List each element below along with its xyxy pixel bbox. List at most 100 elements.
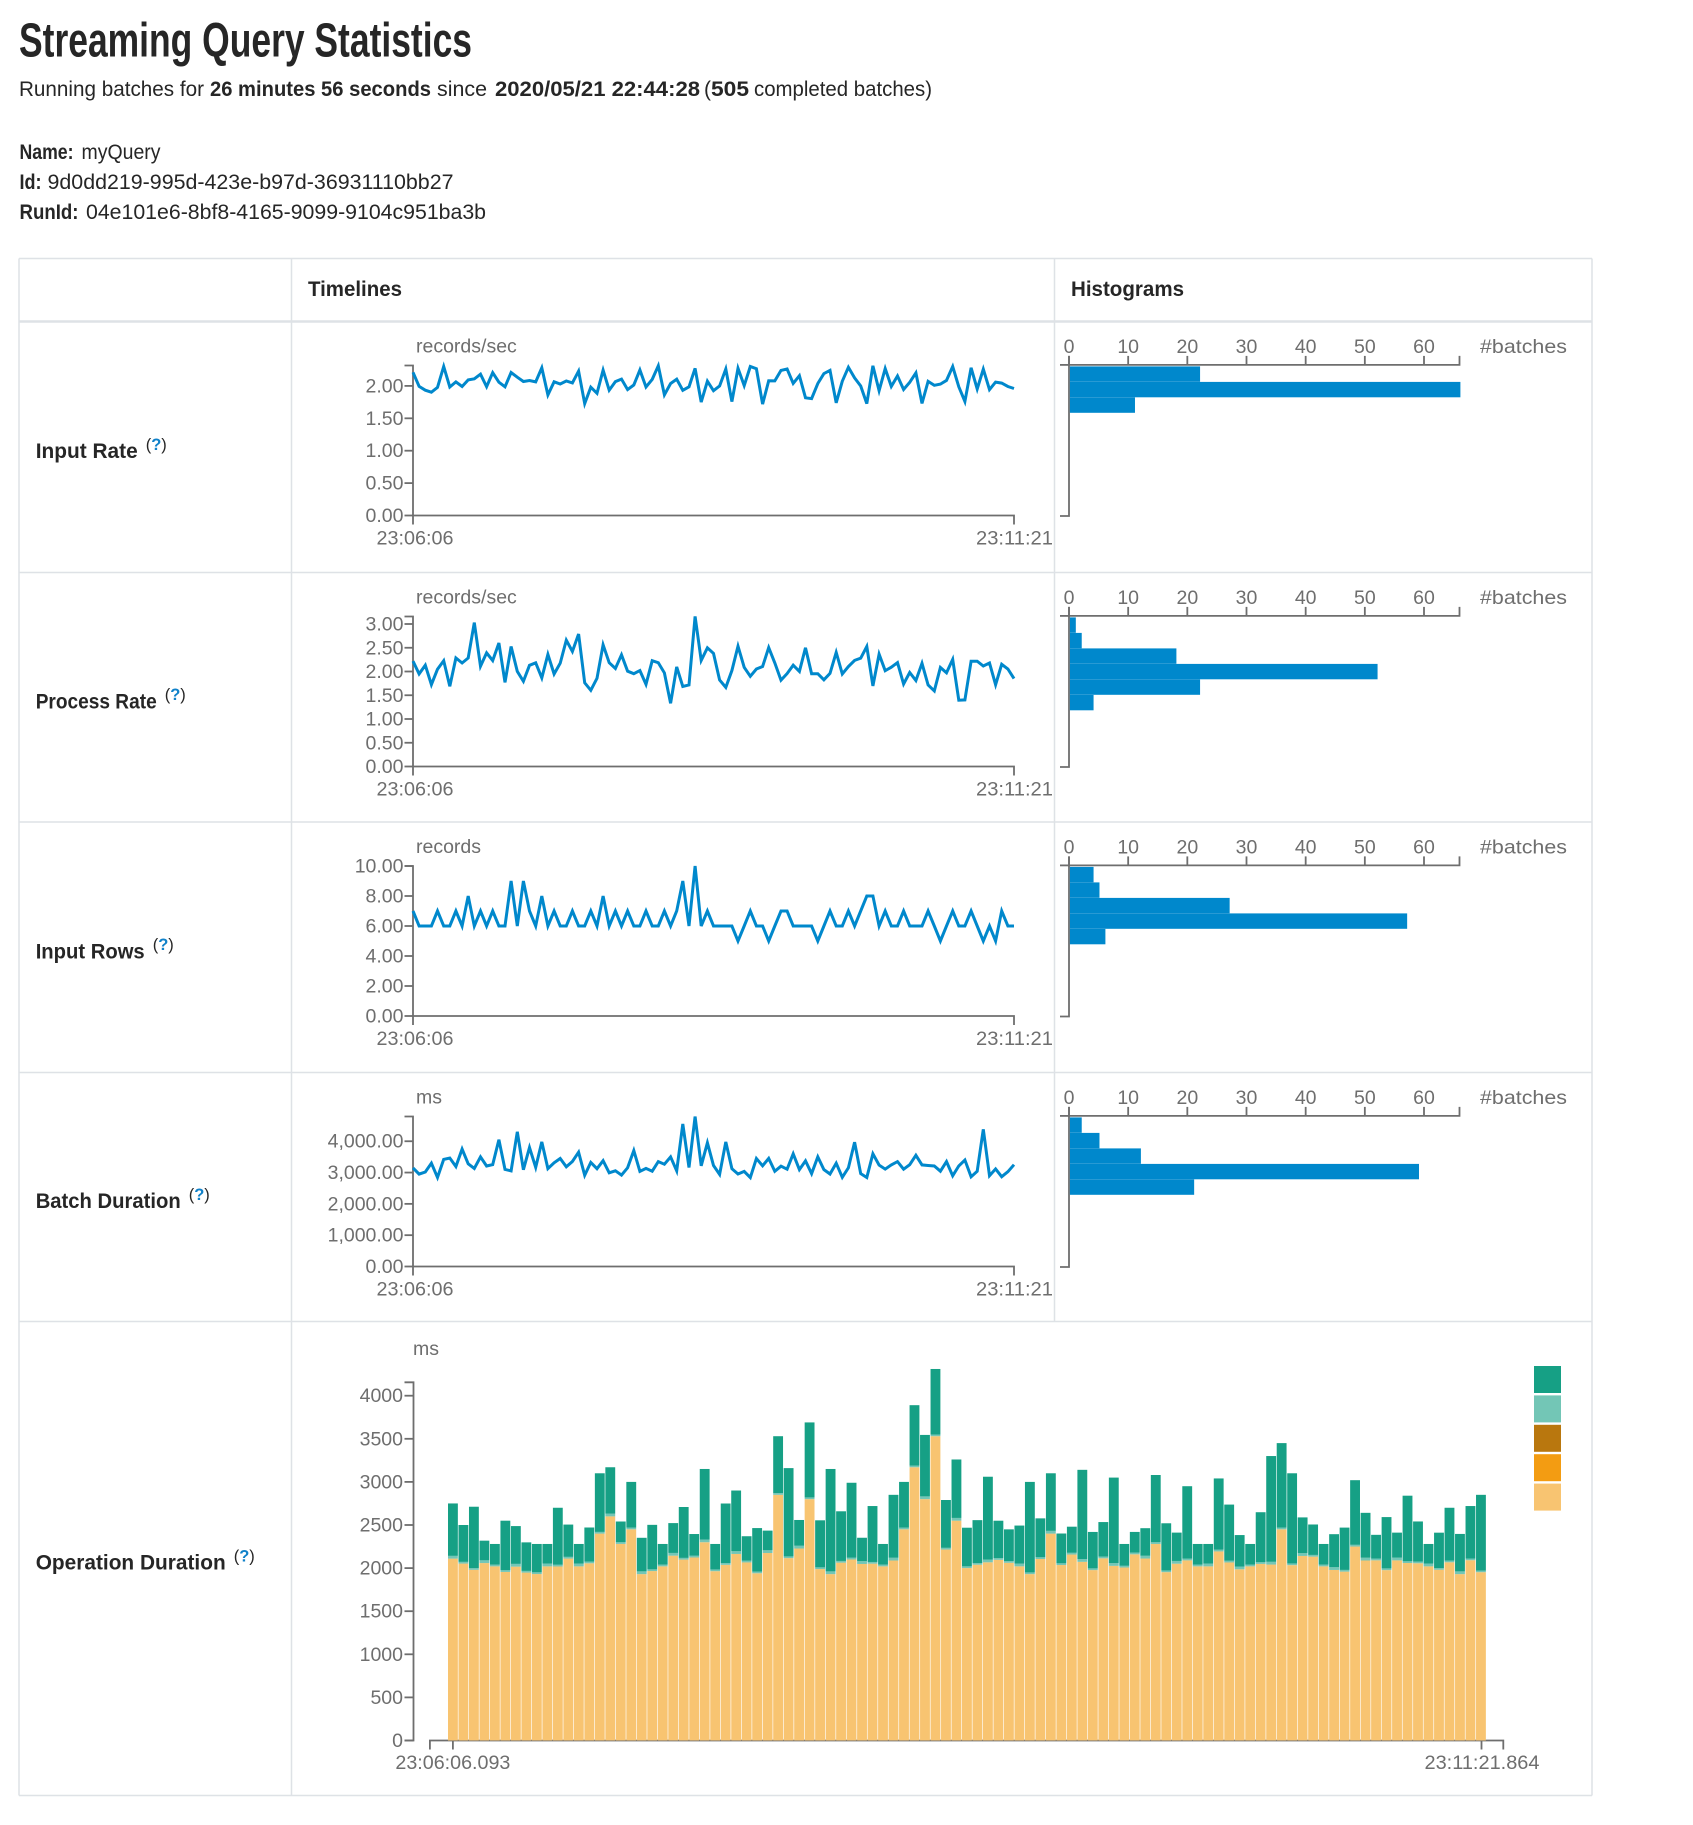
svg-text:completed batches): completed batches) (754, 78, 932, 101)
svg-text:2,000.00: 2,000.00 (328, 1193, 404, 1215)
svg-text:Operation Duration: Operation Duration (36, 1551, 226, 1575)
svg-text:4.00: 4.00 (366, 946, 404, 968)
svg-text:1.50: 1.50 (366, 408, 404, 430)
svg-text:60: 60 (1413, 587, 1435, 609)
svg-text:2.00: 2.00 (366, 976, 404, 998)
svg-text:20: 20 (1176, 587, 1198, 609)
svg-text:23:11:21: 23:11:21 (976, 1028, 1053, 1050)
svg-text:1000: 1000 (360, 1644, 404, 1666)
svg-text:Input Rows: Input Rows (36, 939, 145, 963)
svg-text:Process Rate: Process Rate (36, 689, 157, 713)
svg-text:1.50: 1.50 (366, 685, 404, 707)
svg-text:23:06:06: 23:06:06 (377, 1028, 454, 1050)
svg-text:0: 0 (1064, 837, 1075, 859)
svg-text:1500: 1500 (360, 1601, 404, 1623)
svg-text:(?): (?) (165, 686, 186, 704)
svg-text:ms: ms (416, 1087, 442, 1109)
svg-text:2000: 2000 (360, 1558, 404, 1580)
svg-text:records/sec: records/sec (416, 587, 517, 609)
svg-text:40: 40 (1295, 1087, 1317, 1109)
svg-text:04e101e6-8bf8-4165-9099-9104c9: 04e101e6-8bf8-4165-9099-9104c951ba3b (86, 201, 486, 224)
svg-text:(: ( (704, 78, 711, 101)
svg-text:Name:: Name: (20, 141, 74, 164)
svg-text:#batches: #batches (1480, 1087, 1567, 1109)
svg-text:40: 40 (1295, 587, 1317, 609)
svg-text:23:11:21: 23:11:21 (976, 1279, 1053, 1301)
svg-text:0: 0 (392, 1730, 403, 1752)
svg-text:500: 500 (370, 1687, 403, 1709)
svg-text:records: records (416, 836, 481, 858)
svg-text:40: 40 (1295, 837, 1317, 859)
svg-text:4000: 4000 (360, 1385, 404, 1407)
svg-text:2.50: 2.50 (366, 637, 404, 659)
svg-text:1.00: 1.00 (366, 440, 404, 462)
svg-text:Histograms: Histograms (1071, 278, 1184, 301)
svg-text:0: 0 (1064, 336, 1075, 358)
svg-text:10: 10 (1117, 1087, 1139, 1109)
svg-text:23:06:06: 23:06:06 (377, 528, 454, 550)
svg-text:0: 0 (1064, 1087, 1075, 1109)
svg-text:0.00: 0.00 (366, 1006, 404, 1028)
svg-text:myQuery: myQuery (82, 141, 161, 164)
svg-text:#batches: #batches (1480, 336, 1567, 358)
svg-text:50: 50 (1354, 1087, 1376, 1109)
svg-text:505: 505 (711, 78, 749, 101)
svg-text:Batch Duration: Batch Duration (36, 1189, 181, 1213)
svg-text:2020/05/21 22:44:28: 2020/05/21 22:44:28 (495, 78, 700, 101)
svg-text:0.00: 0.00 (366, 1256, 404, 1278)
svg-text:3.00: 3.00 (366, 614, 404, 636)
svg-text:Streaming Query Statistics: Streaming Query Statistics (19, 15, 472, 68)
svg-text:9d0dd219-995d-423e-b97d-369311: 9d0dd219-995d-423e-b97d-36931110bb27 (48, 171, 454, 194)
svg-text:0.00: 0.00 (366, 756, 404, 778)
svg-text:30: 30 (1236, 336, 1258, 358)
svg-text:10: 10 (1117, 587, 1139, 609)
svg-text:#batches: #batches (1480, 837, 1567, 859)
svg-text:30: 30 (1236, 587, 1258, 609)
svg-text:since: since (437, 78, 487, 101)
svg-text:Running batches for: Running batches for (19, 78, 204, 101)
svg-text:0.00: 0.00 (366, 505, 404, 527)
svg-text:ms: ms (413, 1338, 439, 1360)
svg-text:23:06:06.093: 23:06:06.093 (395, 1752, 510, 1774)
svg-text:30: 30 (1236, 1087, 1258, 1109)
svg-text:60: 60 (1413, 1087, 1435, 1109)
svg-text:3,000.00: 3,000.00 (328, 1162, 404, 1184)
svg-text:50: 50 (1354, 837, 1376, 859)
svg-text:(?): (?) (189, 1186, 210, 1204)
svg-text:(?): (?) (153, 936, 174, 954)
svg-text:3000: 3000 (360, 1471, 404, 1493)
svg-text:0.50: 0.50 (366, 732, 404, 754)
svg-text:60: 60 (1413, 837, 1435, 859)
svg-text:23:11:21.864: 23:11:21.864 (1425, 1752, 1540, 1774)
svg-text:30: 30 (1236, 837, 1258, 859)
svg-text:(?): (?) (234, 1548, 255, 1566)
svg-text:23:06:06: 23:06:06 (377, 1279, 454, 1301)
svg-text:10.00: 10.00 (355, 856, 404, 878)
svg-text:10: 10 (1117, 336, 1139, 358)
svg-text:0: 0 (1064, 587, 1075, 609)
svg-text:8.00: 8.00 (366, 886, 404, 908)
svg-text:RunId:: RunId: (20, 201, 79, 224)
svg-text:23:11:21: 23:11:21 (976, 528, 1053, 550)
svg-text:3500: 3500 (360, 1428, 404, 1450)
svg-text:Timelines: Timelines (308, 278, 402, 301)
svg-text:#batches: #batches (1480, 587, 1567, 609)
svg-text:26 minutes 56 seconds: 26 minutes 56 seconds (210, 78, 431, 101)
svg-text:1.00: 1.00 (366, 709, 404, 731)
svg-text:(?): (?) (146, 436, 167, 454)
svg-text:Id:: Id: (20, 171, 42, 194)
svg-text:60: 60 (1413, 336, 1435, 358)
svg-text:50: 50 (1354, 336, 1376, 358)
svg-text:40: 40 (1295, 336, 1317, 358)
svg-text:10: 10 (1117, 837, 1139, 859)
svg-text:23:06:06: 23:06:06 (377, 779, 454, 801)
svg-text:20: 20 (1176, 336, 1198, 358)
svg-text:0.50: 0.50 (366, 473, 404, 495)
svg-text:2.00: 2.00 (366, 661, 404, 683)
svg-text:Input Rate: Input Rate (36, 439, 138, 463)
svg-text:50: 50 (1354, 587, 1376, 609)
svg-text:20: 20 (1176, 837, 1198, 859)
svg-text:2500: 2500 (360, 1515, 404, 1537)
svg-text:records/sec: records/sec (416, 336, 517, 358)
svg-text:1,000.00: 1,000.00 (328, 1225, 404, 1247)
